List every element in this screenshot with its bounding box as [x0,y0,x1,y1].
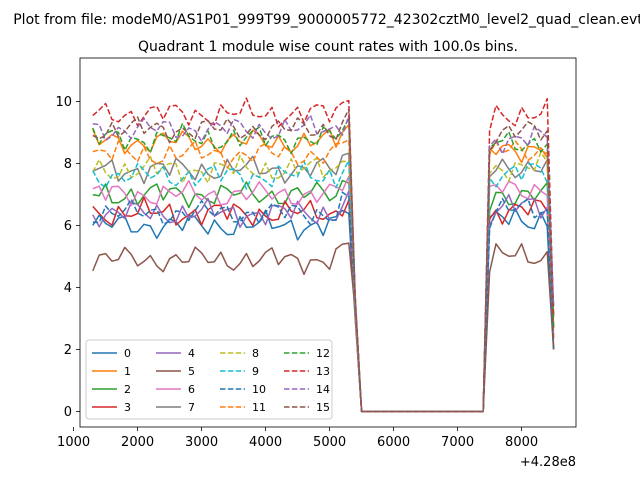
series-line-12 [92,117,555,413]
x-tick-label: 5000 [313,435,346,450]
series-layer [92,97,555,413]
legend-label-3: 3 [124,401,131,414]
legend-label-4: 4 [188,347,195,360]
y-tick-label: 10 [55,95,72,110]
x-offset-label: +4.28e8 [520,455,576,470]
legend-label-9: 9 [252,365,259,378]
series-line-5 [92,242,555,413]
y-tick-label: 8 [64,157,72,172]
legend-label-2: 2 [124,383,131,396]
legend-label-13: 13 [316,365,330,378]
legend-label-15: 15 [316,401,330,414]
y-tick-label: 6 [64,219,72,234]
legend-label-0: 0 [124,347,131,360]
series-line-13 [92,97,555,413]
figure-suptitle: Plot from file: modeM0/AS1P01_999T99_900… [13,12,640,28]
series-line-9 [92,159,555,413]
legend-label-5: 5 [188,365,195,378]
legend-label-12: 12 [316,347,330,360]
series-line-15 [92,108,555,413]
series-line-7 [92,152,555,413]
series-line-6 [92,175,555,413]
x-axis: 1000 2000 3000 4000 5000 6000 7000 8000 [57,427,538,450]
y-axis: 0 2 4 6 8 10 [55,95,80,420]
legend-label-6: 6 [188,383,195,396]
x-tick-label: 2000 [121,435,154,450]
y-tick-label: 4 [64,281,72,296]
legend-label-1: 1 [124,365,131,378]
legend-label-10: 10 [252,383,266,396]
chart-title: Quadrant 1 module wise count rates with … [138,39,518,55]
series-line-10 [92,191,555,413]
series-line-8 [92,151,555,413]
series-line-3 [92,196,555,413]
x-tick-label: 3000 [185,435,218,450]
x-tick-label: 6000 [377,435,410,450]
axes-frame [79,57,577,428]
x-tick-label: 8000 [505,435,538,450]
x-tick-label: 1000 [57,435,90,450]
x-tick-label: 7000 [441,435,474,450]
legend-label-8: 8 [252,347,259,360]
series-line-2 [92,179,555,413]
legend-label-14: 14 [316,383,330,396]
legend-label-7: 7 [188,401,195,414]
x-tick-label: 4000 [249,435,282,450]
legend-box [85,339,333,420]
y-tick-label: 2 [64,343,72,358]
legend-label-11: 11 [252,401,266,414]
y-tick-label: 0 [64,405,72,420]
